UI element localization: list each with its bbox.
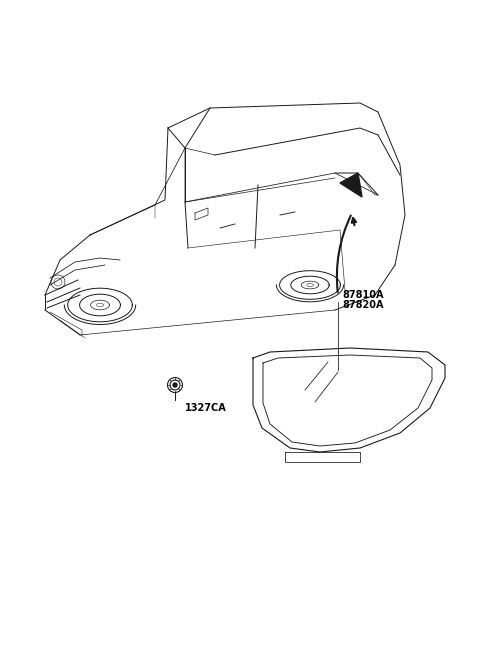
Circle shape <box>173 383 177 387</box>
Polygon shape <box>340 173 362 197</box>
Text: 1327CA: 1327CA <box>185 403 227 413</box>
Text: 87820A: 87820A <box>342 300 384 310</box>
Text: 87810A: 87810A <box>342 290 384 300</box>
